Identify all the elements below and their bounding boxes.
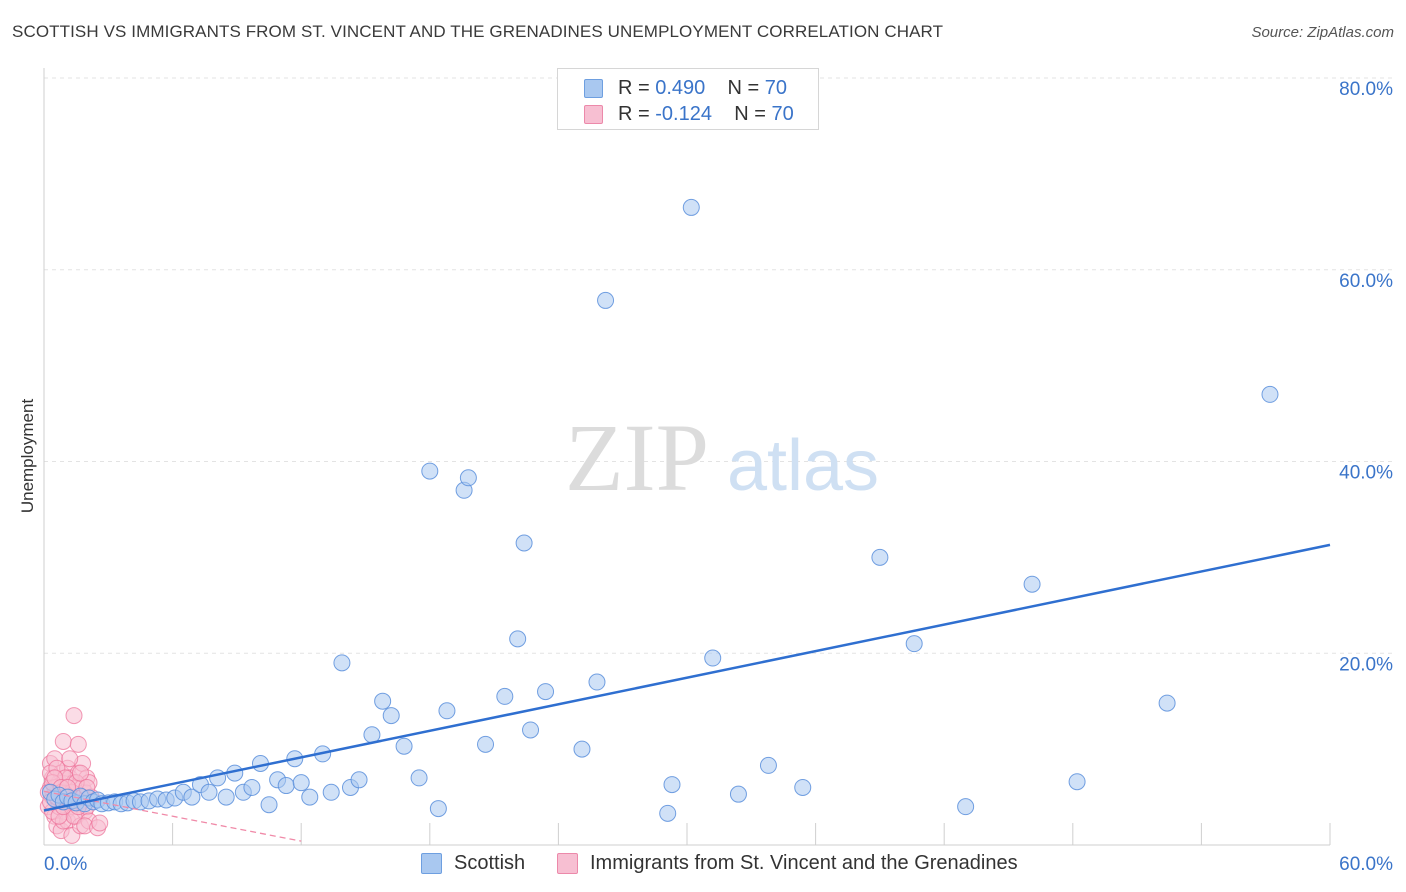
trend-lines [43,543,1331,842]
legend-r-value: -0.124 [655,103,712,125]
y-tick-label: 60.0% [1339,271,1393,292]
scottish-point [459,469,477,487]
immigrants-point [65,707,83,725]
x-tick-label: 0.0% [44,854,87,875]
scottish-point [1158,694,1176,712]
scottish-point [301,788,319,806]
scottish-point [277,777,295,795]
scottish-point [477,735,495,753]
immigrants-point [54,732,72,750]
scottish-point [794,778,812,796]
scottish-point [350,771,368,789]
immigrants-legend-label: Immigrants from St. Vincent and the Gren… [590,852,1018,874]
scottish-point [374,692,392,710]
scottish-swatch [584,79,603,98]
scottish-point [243,778,261,796]
scottish-point [682,198,700,216]
scottish-points [41,198,1279,822]
y-tick-label: 20.0% [1339,654,1393,675]
immigrants-swatch [584,105,603,124]
scottish-legend-label: Scottish [454,852,526,874]
axes [43,68,1331,846]
legend-n-label: N = [734,103,772,125]
scottish-point [217,788,235,806]
scottish-point [333,654,351,672]
legend-n-value: 70 [764,77,788,99]
scottish-point [537,683,555,701]
legend-r-value: 0.490 [655,77,706,99]
scottish-point [957,798,975,816]
scottish-point [429,800,447,818]
x-tick-label: 60.0% [1339,854,1393,875]
scottish-point [382,707,400,725]
scottish-point [515,534,533,552]
scottish-point [871,548,889,566]
scottish-point [573,740,591,758]
scottish-point [522,721,540,739]
legend-r-label: R = [618,103,656,125]
scottish-point [1068,773,1086,791]
scottish-point [395,737,413,755]
tick-labels: 20.0% 40.0% 60.0% 80.0% 0.0% 60.0% [44,79,1393,875]
scottish-point [659,804,677,822]
scottish-point [496,687,514,705]
scottish-point [322,783,340,801]
y-tick-label: 80.0% [1339,79,1393,100]
scottish-point [1261,385,1279,403]
scottish-point [597,291,615,309]
scottish-point [183,788,201,806]
immigrants-point [61,750,79,768]
scottish-point [292,774,310,792]
scottish-point [509,630,527,648]
immigrants-point [69,735,87,753]
immigrants-point [71,764,89,782]
scottish-point [260,796,278,814]
scottish-point [410,769,428,787]
immigrants-points [39,707,109,844]
legend-n-value: 70 [771,103,794,125]
scottish-point [200,783,218,801]
immigrants-legend-swatch [557,853,578,874]
scottish-point [704,649,722,667]
scottish-point [438,702,456,720]
scottish-point [1023,575,1041,593]
legend-r-label: R = [618,77,656,99]
scottish-point [663,776,681,794]
scottish-point [729,785,747,803]
scottish-trend-line [43,543,1331,812]
watermark: ZIP atlas [565,404,879,511]
scottish-point [759,756,777,774]
correlation-legend: R = 0.490 N = 70 R = -0.124 N = 70 [557,68,819,130]
y-tick-label: 40.0% [1339,463,1393,484]
scottish-point [588,673,606,691]
source-label: Source: ZipAtlas.com [1251,24,1394,41]
grid-lines [44,77,1392,654]
scottish-point [421,462,439,480]
immigrants-point [91,814,109,832]
scottish-point [905,635,923,653]
chart-title: SCOTTISH VS IMMIGRANTS FROM ST. VINCENT … [12,22,944,41]
immigrants-trend-line [43,790,302,842]
legend-n-label: N = [727,77,765,99]
watermark-zip: ZIP [565,404,709,511]
scottish-legend-swatch [421,853,442,874]
watermark-atlas: atlas [727,426,879,506]
